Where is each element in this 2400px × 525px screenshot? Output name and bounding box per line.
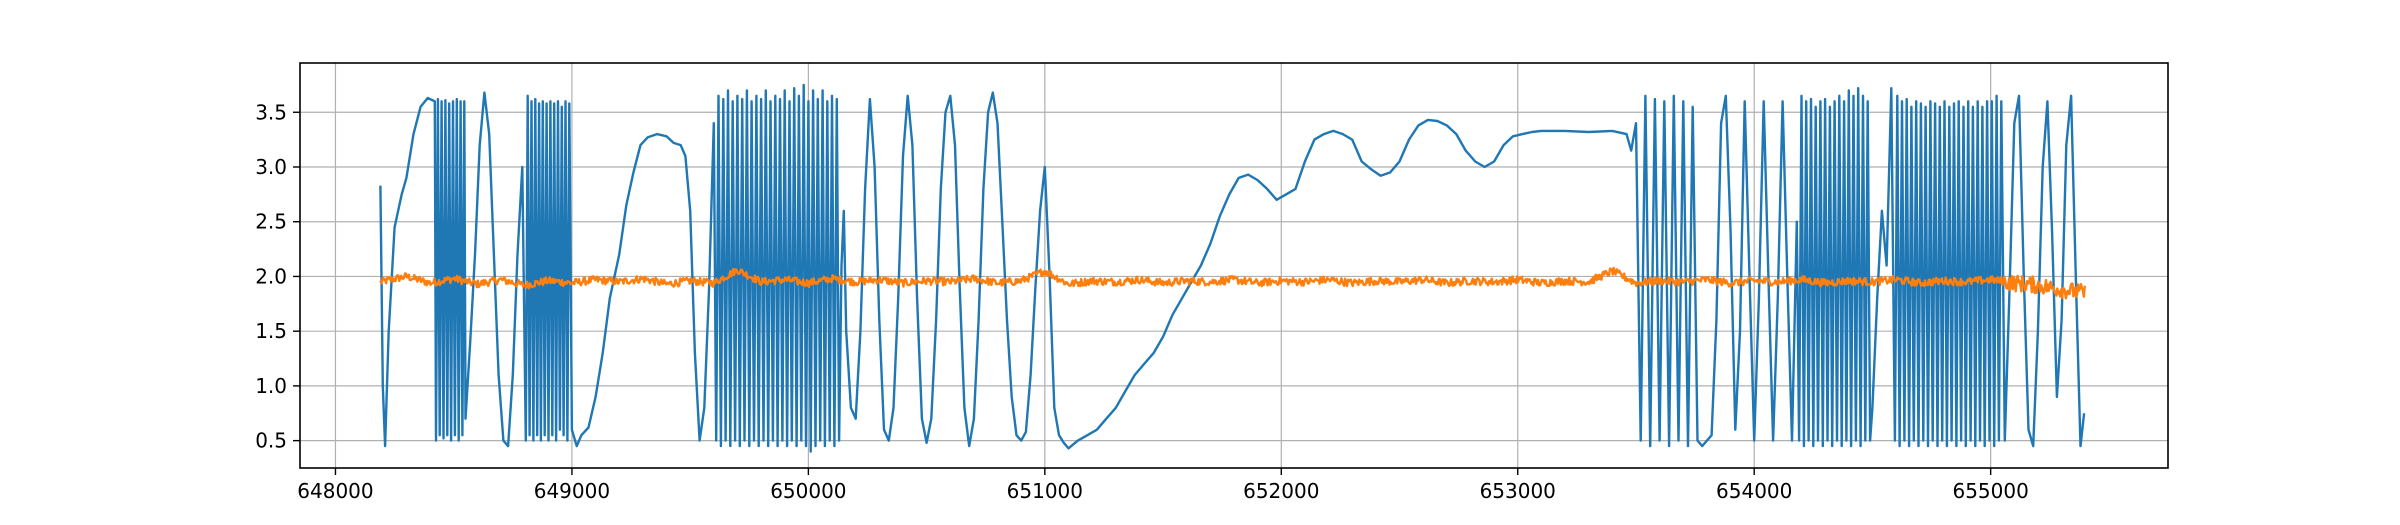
y-tick-label: 2.0 [255,264,287,288]
x-tick-label: 655000 [1952,479,2028,503]
axis-ticks: 648000 649000 650000 651000 652000 653000 6540… [255,100,2029,503]
series-orange-line [379,266,2086,300]
y-tick-label: 3.5 [255,100,287,124]
x-tick-label: 650000 [770,479,846,503]
y-tick-label: 3.0 [255,155,287,179]
x-tick-label: 654000 [1716,479,1792,503]
y-tick-label: 2.5 [255,210,287,234]
x-tick-label: 653000 [1480,479,1556,503]
y-tick-label: 1.5 [255,319,287,343]
x-tick-label: 648000 [297,479,373,503]
series-blue-line [379,83,2086,453]
y-tick-label: 1.0 [255,374,287,398]
series-lines [379,83,2086,453]
axes-frame [299,62,2169,469]
y-tick-label: 0.5 [255,429,287,453]
x-tick-label: 651000 [1007,479,1083,503]
x-tick-label: 649000 [534,479,610,503]
x-tick-label: 652000 [1243,479,1319,503]
